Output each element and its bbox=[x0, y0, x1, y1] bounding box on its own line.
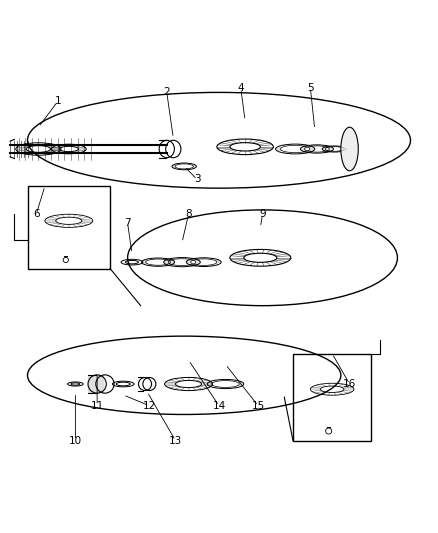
Text: 7: 7 bbox=[124, 218, 131, 228]
Ellipse shape bbox=[341, 127, 358, 171]
Text: 4: 4 bbox=[237, 83, 244, 93]
Text: 15: 15 bbox=[251, 401, 265, 411]
Text: 5: 5 bbox=[307, 83, 314, 93]
Text: 10: 10 bbox=[69, 435, 82, 446]
Text: 2: 2 bbox=[163, 87, 170, 98]
Text: 16: 16 bbox=[343, 379, 356, 389]
Bar bbox=[293, 353, 371, 441]
Text: 8: 8 bbox=[185, 209, 192, 219]
Text: 13: 13 bbox=[169, 435, 182, 446]
Bar bbox=[28, 186, 110, 269]
Text: 9: 9 bbox=[259, 209, 266, 219]
Text: 11: 11 bbox=[91, 401, 104, 411]
Text: 6: 6 bbox=[33, 209, 39, 219]
Text: 14: 14 bbox=[212, 401, 226, 411]
Text: 12: 12 bbox=[143, 401, 156, 411]
Text: 3: 3 bbox=[194, 174, 201, 184]
Text: 1: 1 bbox=[55, 96, 61, 106]
